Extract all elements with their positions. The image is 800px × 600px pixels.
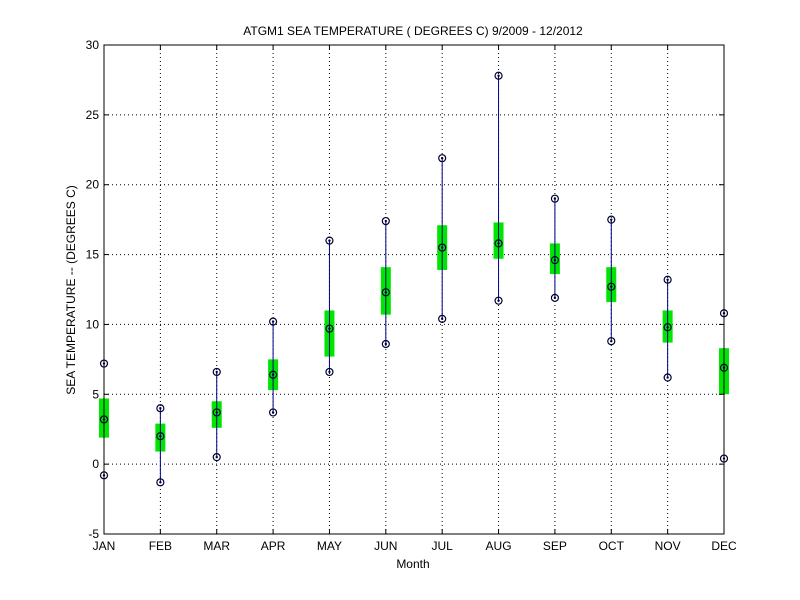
y-tick-label: -5 <box>88 527 99 541</box>
min-marker-dot <box>610 339 613 343</box>
min-marker <box>663 373 672 382</box>
median-marker <box>325 324 334 333</box>
median-marker <box>438 243 447 252</box>
x-tick-label: SEP <box>543 539 567 553</box>
x-tick-label: AUG <box>486 539 512 553</box>
min-marker <box>325 367 334 377</box>
box-group-mar <box>211 367 222 462</box>
max-marker <box>607 215 616 224</box>
median-marker-dot <box>666 326 669 329</box>
max-marker-dot <box>328 239 331 242</box>
median-marker-dot <box>553 258 557 262</box>
max-marker-dot <box>497 74 500 77</box>
median-marker-dot <box>215 411 218 414</box>
x-tick-label: JUN <box>374 539 397 553</box>
max-marker-dot <box>666 278 669 281</box>
min-marker <box>607 337 616 346</box>
max-marker <box>550 194 560 203</box>
plot-series <box>99 71 729 487</box>
y-tick-label: 30 <box>86 38 100 52</box>
min-marker <box>156 478 165 487</box>
max-marker-dot <box>610 218 613 221</box>
median-marker <box>381 288 390 297</box>
median-marker-dot <box>440 246 444 249</box>
box-group-oct <box>606 215 617 346</box>
min-marker-dot <box>328 370 331 374</box>
min-marker <box>550 293 560 302</box>
x-tick-label: NOV <box>655 539 681 553</box>
median-marker-dot <box>328 327 331 330</box>
max-marker <box>212 367 221 377</box>
median-marker <box>663 323 672 332</box>
median-marker-dot <box>497 242 500 245</box>
x-tick-label: FEB <box>149 539 172 553</box>
median-marker-dot <box>271 373 275 376</box>
chart-title: ATGM1 SEA TEMPERATURE ( DEGREES C) 9/200… <box>243 24 583 38</box>
max-marker <box>438 154 447 163</box>
box-group-sep <box>549 194 560 302</box>
y-tick-label: 20 <box>86 178 100 192</box>
min-marker <box>494 296 503 305</box>
min-marker-dot <box>553 296 557 300</box>
max-marker <box>494 71 503 80</box>
max-marker-dot <box>440 156 444 160</box>
min-marker-dot <box>159 481 162 484</box>
min-marker <box>268 408 278 417</box>
y-tick-label: 25 <box>86 108 100 122</box>
plot-frame <box>103 44 725 535</box>
max-marker-dot <box>384 219 388 223</box>
median-marker-dot <box>159 435 162 438</box>
box-group-apr <box>268 317 279 417</box>
box-group-feb <box>155 404 166 487</box>
y-tick-label: 5 <box>92 387 99 401</box>
median-marker-dot <box>610 285 613 288</box>
max-marker-dot <box>553 197 557 200</box>
median-marker-dot <box>384 291 388 294</box>
median-marker <box>156 432 165 441</box>
x-tick-label: OCT <box>599 539 625 553</box>
min-marker-dot <box>215 455 218 459</box>
x-tick-label: JUL <box>432 539 454 553</box>
x-axis-label: Month <box>396 557 429 571</box>
min-marker <box>438 314 447 323</box>
min-marker-dot <box>384 342 388 346</box>
x-tick-label: DEC <box>711 539 737 553</box>
max-marker <box>268 317 278 326</box>
median-marker <box>550 256 560 265</box>
box-group-nov <box>662 275 673 382</box>
median-marker <box>494 239 503 248</box>
median-marker <box>607 282 616 291</box>
max-marker <box>381 216 390 226</box>
x-tick-label: JAN <box>93 539 116 553</box>
grid-lines <box>104 45 724 534</box>
box-group-aug <box>493 71 504 305</box>
x-tick-label: APR <box>261 539 286 553</box>
x-tick-label: MAY <box>317 539 342 553</box>
y-axis-label: SEA TEMPERATURE -- (DEGREES C) <box>64 185 78 395</box>
min-marker-dot <box>666 376 669 379</box>
min-marker-dot <box>440 317 444 321</box>
box-group-may <box>324 236 335 377</box>
min-marker <box>212 453 221 462</box>
x-axis: JAN FEB MAR APR MAY JUN JUL AUG SEP OCT NOV DEC <box>93 45 737 553</box>
max-marker-dot <box>271 320 275 323</box>
y-tick-label: 0 <box>92 457 99 471</box>
box-group-jun <box>380 216 391 349</box>
y-tick-label: 15 <box>86 248 100 262</box>
max-marker <box>663 275 672 284</box>
box-group-jul <box>437 154 448 323</box>
x-tick-label: MAR <box>203 539 230 553</box>
min-marker-dot <box>271 411 275 414</box>
min-marker <box>381 339 390 349</box>
y-axis: -5 0 5 10 15 20 25 30 <box>86 38 724 541</box>
min-marker-dot <box>497 299 500 302</box>
max-marker-dot <box>215 370 218 374</box>
median-marker <box>268 370 278 379</box>
median-marker <box>212 408 221 417</box>
max-marker-dot <box>159 407 162 410</box>
y-tick-label: 10 <box>86 317 100 331</box>
max-marker <box>325 236 334 245</box>
max-marker <box>156 404 165 413</box>
